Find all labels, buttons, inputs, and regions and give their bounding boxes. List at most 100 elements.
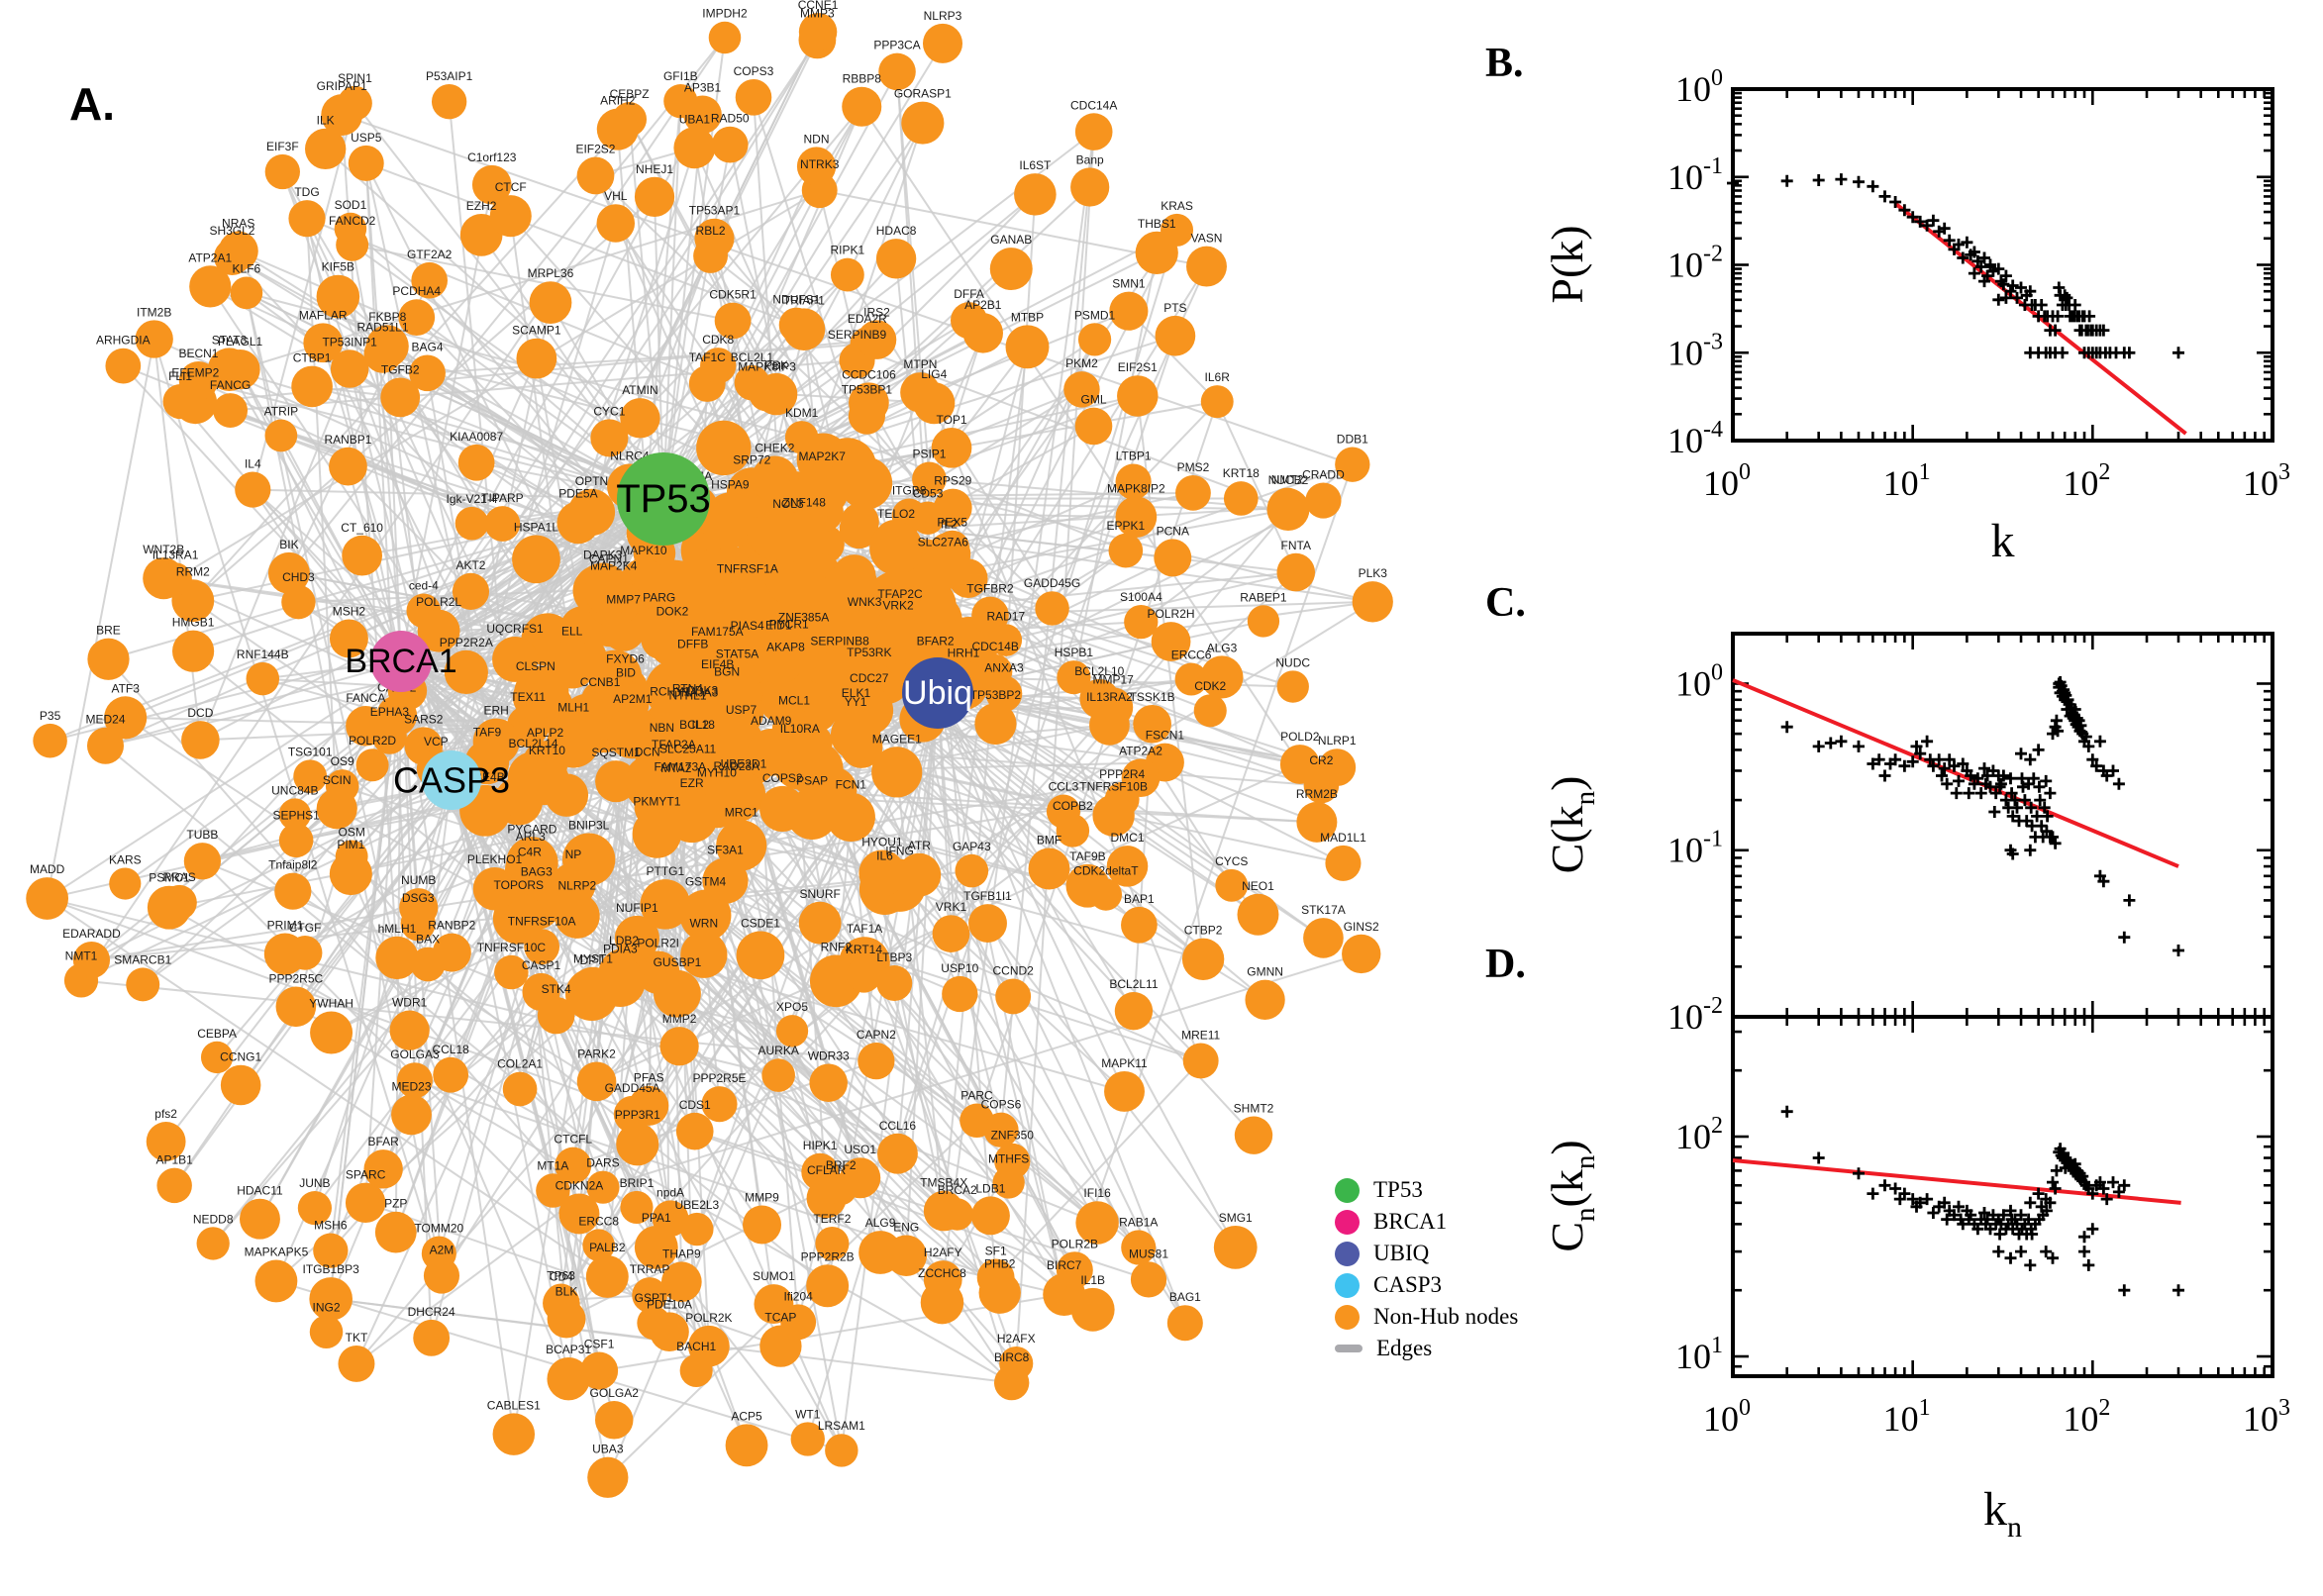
- network-node-label: TGFBR2: [966, 582, 1014, 596]
- network-node-label: ARIH2: [600, 94, 636, 108]
- network-node-label: KDM1: [785, 406, 819, 420]
- network-edge: [245, 292, 398, 958]
- network-node: [989, 624, 1023, 656]
- network-node-label: MT1A: [537, 1158, 568, 1172]
- network-node-label: GML: [1080, 393, 1106, 407]
- y-tick-label: 10-2: [1667, 993, 1723, 1037]
- network-node-filler: [841, 502, 879, 542]
- network-node-label: SPIN1: [338, 71, 372, 85]
- network-node-label: GSPT1: [635, 1291, 674, 1305]
- network-node-label: TGFB1I1: [963, 889, 1012, 903]
- network-node-label: SCAMP1: [512, 324, 561, 338]
- network-node: [1161, 213, 1194, 247]
- network-node-label: PDE5A: [558, 486, 597, 500]
- network-node-label: ALG3: [1207, 641, 1238, 654]
- y-tick-label: 102: [1675, 1113, 1723, 1156]
- network-edge: [107, 658, 710, 1347]
- network-edge: [937, 692, 1186, 1324]
- network-edge: [80, 979, 876, 1062]
- network-node: [825, 1173, 858, 1206]
- network-node-label: SLC25A11: [659, 743, 716, 756]
- network-node-label: DMC1: [1111, 831, 1145, 845]
- network-node: [933, 488, 972, 528]
- network-node: [1104, 1070, 1145, 1112]
- network-node-label: TNFRSF10C: [477, 941, 547, 954]
- network-node-label: SEPHS1: [272, 808, 320, 822]
- network-node-label: RABEP1: [1240, 590, 1287, 604]
- hub-node-casp3: CASP3: [393, 750, 510, 810]
- network-node-label: ERCC6: [1171, 648, 1212, 662]
- x-axis-label: kn: [1983, 1483, 2022, 1544]
- network-node-label: USP10: [941, 961, 978, 975]
- network-node-label: EFEMP2: [171, 366, 219, 380]
- network-node: [316, 274, 360, 319]
- network-node-label: MSH2: [333, 605, 366, 619]
- network-node: [1186, 246, 1227, 287]
- network-node: [522, 972, 560, 1012]
- network-edge: [400, 106, 863, 662]
- network-edge: [1128, 310, 1218, 403]
- network-node: [472, 866, 517, 911]
- network-node-label: BGN: [714, 665, 740, 679]
- network-node-label: BIRC7: [1047, 1258, 1082, 1272]
- network-node-label: PKMYT1: [633, 794, 680, 808]
- network-edge: [400, 660, 830, 1084]
- network-node-label: MED24: [85, 713, 125, 727]
- network-node-label: EZR: [680, 776, 704, 790]
- network-node-label: NUDC: [1275, 655, 1310, 669]
- network-node-label: CLSPN: [516, 659, 556, 673]
- network-node-label: RAD23A: [713, 759, 759, 773]
- network-node-label: MRC1: [725, 805, 758, 819]
- network-node-label: PARK2: [577, 1047, 616, 1061]
- network-node-filler: [695, 548, 736, 588]
- network-node-label: WRN: [689, 917, 718, 931]
- network-node-label: BRF2: [826, 1158, 857, 1172]
- network-node: [1130, 1261, 1167, 1298]
- network-node-label: EPHA3: [370, 705, 410, 719]
- network-edge: [364, 1201, 781, 1347]
- network-node: [471, 164, 512, 205]
- network-node: [444, 649, 488, 695]
- node-swatch-icon: [1335, 1272, 1360, 1298]
- network-node: [1056, 814, 1090, 848]
- network-node-label: ANXA3: [984, 660, 1024, 674]
- network-node-label: GORASP1: [894, 87, 952, 101]
- network-node-label: NDUFS1: [772, 293, 820, 307]
- network-node-label: MAPK11: [1101, 1056, 1148, 1070]
- network-node: [213, 393, 249, 428]
- network-node-label: TOPORS: [494, 878, 544, 892]
- network-node: [725, 1424, 768, 1467]
- network-node-label: ZCCHC8: [918, 1266, 966, 1280]
- network-node: [86, 727, 124, 764]
- legend-item-ubiq: UBIQ: [1335, 1238, 1518, 1269]
- network-node: [830, 710, 881, 760]
- network-node: [183, 843, 222, 880]
- network-node-label: MRE11: [1181, 1028, 1220, 1042]
- network-node: [912, 461, 947, 497]
- network-node: [606, 707, 658, 759]
- network-node: [968, 904, 1007, 944]
- network-node-label: IL6: [876, 849, 893, 863]
- network-node-label: BCL2L10: [1074, 664, 1124, 678]
- network-node: [778, 307, 815, 343]
- network-node: [161, 884, 197, 921]
- network-node-label: MTBP: [1011, 310, 1044, 324]
- network-node: [126, 967, 160, 1002]
- network-node-label: SERPINB8: [810, 635, 869, 648]
- network-node: [1005, 325, 1050, 369]
- network-node-label: HDAC8: [876, 224, 917, 238]
- network-node: [1247, 605, 1280, 638]
- network-node: [995, 978, 1032, 1015]
- network-node-label: ING2: [313, 1300, 341, 1314]
- network-node: [775, 1015, 809, 1047]
- network-node-label: BAG1: [1169, 1290, 1201, 1304]
- network-node-label: MAP2K4: [590, 558, 638, 572]
- network-node-label: ATP2A1: [188, 250, 232, 264]
- network-node-label: POLR2K: [685, 1311, 732, 1325]
- network-node: [841, 609, 888, 657]
- network-node-label: KARS: [109, 852, 142, 866]
- x-tick-label: 100: [1703, 1395, 1751, 1439]
- network-node-label: GSTM4: [685, 875, 727, 889]
- network-node-label: RANBP2: [428, 919, 475, 933]
- network-node: [547, 1356, 590, 1401]
